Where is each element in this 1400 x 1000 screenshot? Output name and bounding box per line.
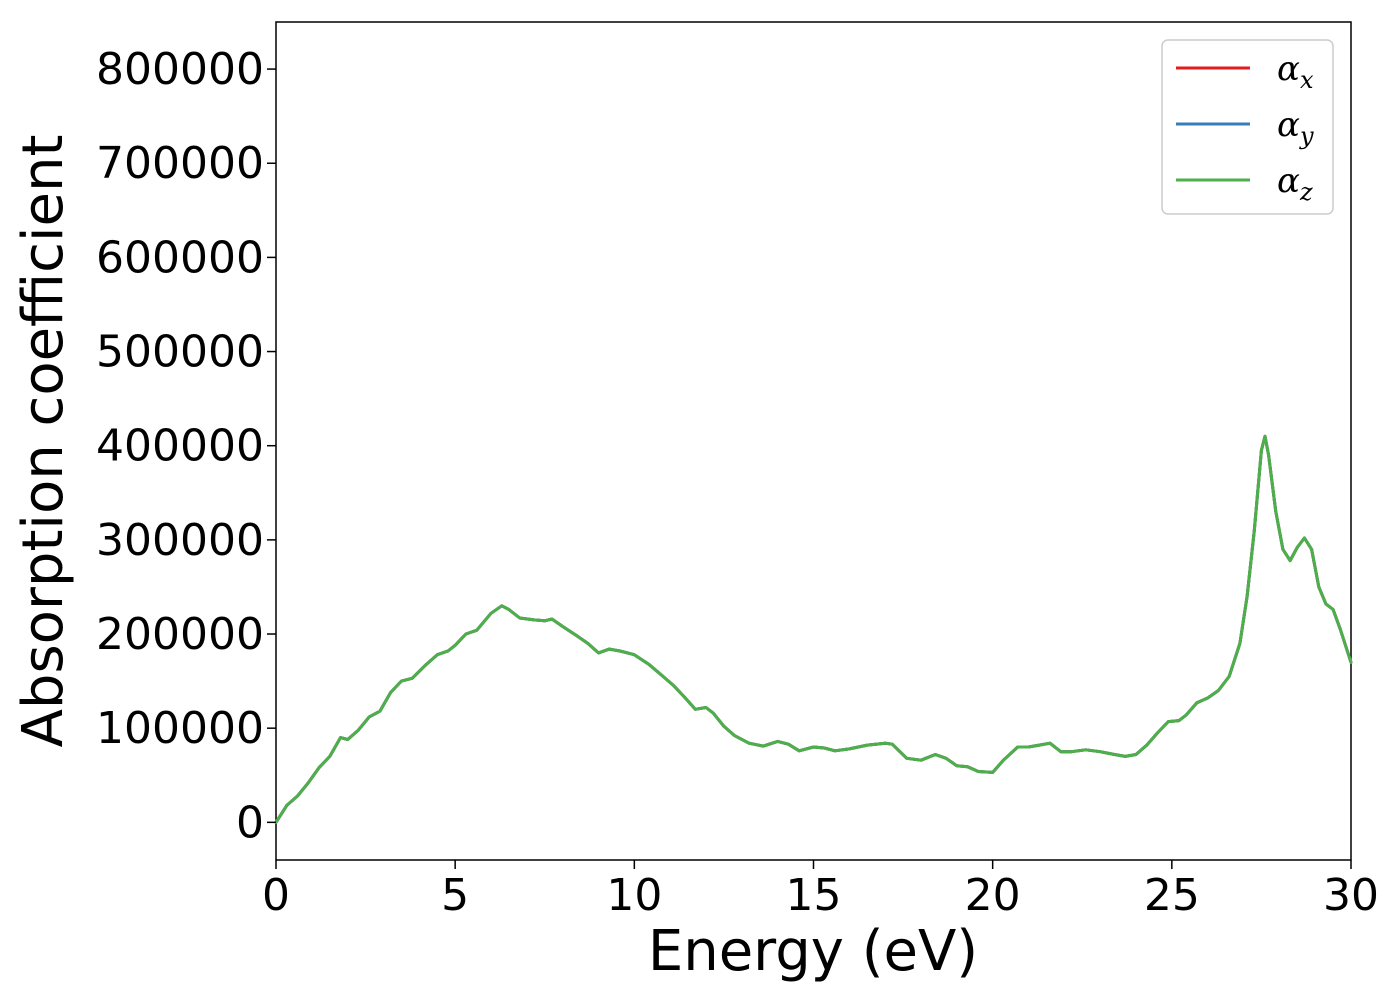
x-tick-label: 0 (262, 870, 290, 921)
y-axis-ticks: 0 100000 200000 300000 400000 500000 600000 700… (96, 44, 276, 848)
legend-label-2: αz (1277, 161, 1313, 206)
y-tick-label: 100000 (96, 703, 264, 754)
legend-label-1: αy (1277, 105, 1314, 150)
y-tick-label: 600000 (96, 232, 264, 283)
y-axis-label: Absorption coefficient (11, 135, 76, 748)
y-tick-label: 800000 (96, 44, 264, 95)
series-line-2 (274, 434, 1353, 824)
y-tick-label: 400000 (96, 421, 264, 472)
x-tick-label: 25 (1144, 870, 1200, 921)
legend-box (1161, 39, 1334, 215)
x-tick-label: 10 (606, 870, 662, 921)
y-tick-label: 300000 (96, 515, 264, 566)
x-tick-label: 15 (786, 870, 842, 921)
x-axis-label: Energy (eV) (648, 919, 978, 984)
y-tick-label: 0 (236, 797, 264, 848)
legend-items: αx αy αz (1176, 49, 1314, 206)
y-tick-label: 200000 (96, 609, 264, 660)
y-tick-label: 500000 (96, 327, 264, 378)
x-tick-label: 20 (965, 870, 1021, 921)
x-tick-label: 5 (441, 870, 469, 921)
x-axis-ticks: 0 5 10 15 20 25 30 (262, 860, 1379, 921)
series-layer (274, 434, 1353, 824)
legend-label-0: αx (1277, 49, 1314, 94)
legend: αx αy αz (1161, 39, 1334, 215)
x-tick-label: 30 (1323, 870, 1379, 921)
y-tick-label: 700000 (96, 138, 264, 189)
